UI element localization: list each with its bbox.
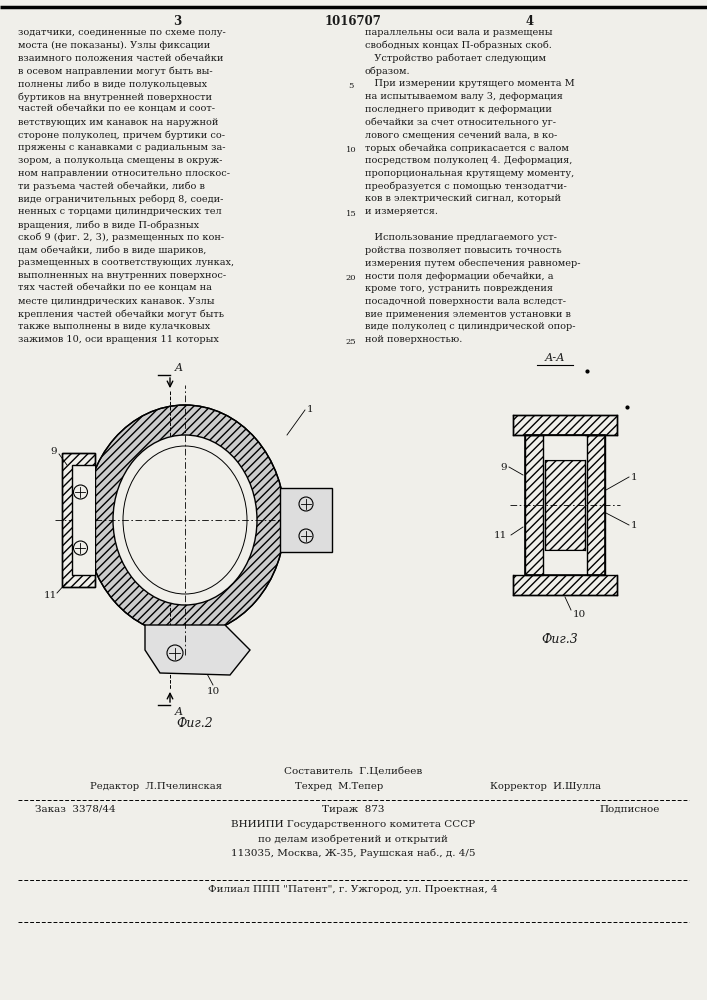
Text: Фиг.3: Фиг.3 <box>542 633 578 646</box>
Text: 15: 15 <box>346 210 356 218</box>
Text: 1: 1 <box>307 406 314 414</box>
Text: ков в электрический сигнал, который: ков в электрический сигнал, который <box>365 194 561 203</box>
Text: кроме того, устранить повреждения: кроме того, устранить повреждения <box>365 284 553 293</box>
Text: Составитель  Г.Целибеев: Составитель Г.Целибеев <box>284 768 422 777</box>
Text: 11: 11 <box>493 530 507 540</box>
Text: посадочной поверхности вала вследст-: посадочной поверхности вала вследст- <box>365 297 566 306</box>
Text: образом.: образом. <box>365 66 411 76</box>
Text: Устройство работает следующим: Устройство работает следующим <box>365 54 546 63</box>
Text: и измеряется.: и измеряется. <box>365 207 438 216</box>
Text: 1016707: 1016707 <box>325 15 382 28</box>
Ellipse shape <box>85 405 285 635</box>
Text: Тираж  873: Тираж 873 <box>322 805 384 814</box>
Text: зодатчики, соединенные по схеме полу-: зодатчики, соединенные по схеме полу- <box>18 28 226 37</box>
Text: виде полуколец с цилиндрической опор-: виде полуколец с цилиндрической опор- <box>365 322 575 331</box>
Ellipse shape <box>113 435 257 605</box>
Text: A: A <box>175 363 183 373</box>
Text: Заказ  3378/44: Заказ 3378/44 <box>35 805 116 814</box>
Text: 25: 25 <box>346 338 356 346</box>
Text: пропорциональная крутящему моменту,: пропорциональная крутящему моменту, <box>365 169 574 178</box>
Text: последнего приводит к деформации: последнего приводит к деформации <box>365 105 552 114</box>
Text: моста (не показаны). Узлы фиксации: моста (не показаны). Узлы фиксации <box>18 41 210 50</box>
Text: частей обечайки по ее концам и соот-: частей обечайки по ее концам и соот- <box>18 105 215 114</box>
Text: свободных концах П-образных скоб.: свободных концах П-образных скоб. <box>365 41 552 50</box>
Text: 1: 1 <box>631 473 638 482</box>
Text: 4: 4 <box>526 15 534 28</box>
Text: взаимного положения частей обечайки: взаимного положения частей обечайки <box>18 54 223 63</box>
Text: 11: 11 <box>44 590 57 599</box>
Text: вие применения элементов установки в: вие применения элементов установки в <box>365 310 571 319</box>
Bar <box>525 435 605 575</box>
Polygon shape <box>145 625 250 675</box>
Text: 10: 10 <box>206 687 220 696</box>
Text: Техред  М.Тепер: Техред М.Тепер <box>295 782 383 791</box>
Text: Фиг.2: Фиг.2 <box>177 717 214 730</box>
Text: А-А: А-А <box>545 353 566 363</box>
Text: зором, а полукольца смещены в окруж-: зором, а полукольца смещены в окруж- <box>18 156 223 165</box>
Text: ройства позволяет повысить точность: ройства позволяет повысить точность <box>365 246 561 255</box>
Polygon shape <box>72 465 95 575</box>
Text: ненных с торцами цилиндрических тел: ненных с торцами цилиндрических тел <box>18 207 221 216</box>
Text: стороне полуколец, причем буртики со-: стороне полуколец, причем буртики со- <box>18 130 225 140</box>
Text: также выполнены в виде кулачковых: также выполнены в виде кулачковых <box>18 322 210 331</box>
Text: лового смещения сечений вала, в ко-: лового смещения сечений вала, в ко- <box>365 130 557 139</box>
Text: Филиал ППП "Патент", г. Ужгород, ул. Проектная, 4: Филиал ППП "Патент", г. Ужгород, ул. Про… <box>208 885 498 894</box>
Text: ти разъема частей обечайки, либо в: ти разъема частей обечайки, либо в <box>18 182 205 191</box>
Text: 5: 5 <box>349 82 354 90</box>
Text: ветствующих им канавок на наружной: ветствующих им канавок на наружной <box>18 118 218 127</box>
Text: 20: 20 <box>346 274 356 282</box>
Text: выполненных на внутренних поверхнос-: выполненных на внутренних поверхнос- <box>18 271 226 280</box>
Text: Подписное: Подписное <box>600 805 660 814</box>
Text: посредством полуколец 4. Деформация,: посредством полуколец 4. Деформация, <box>365 156 573 165</box>
Text: обечайки за счет относительного уг-: обечайки за счет относительного уг- <box>365 118 556 127</box>
Text: ности поля деформации обечайки, а: ности поля деформации обечайки, а <box>365 271 554 281</box>
Text: вращения, либо в виде П-образных: вращения, либо в виде П-образных <box>18 220 199 230</box>
Polygon shape <box>280 488 332 552</box>
Text: преобразуется с помощью тензодатчи-: преобразуется с помощью тензодатчи- <box>365 182 567 191</box>
Text: 9: 9 <box>50 448 57 456</box>
Text: буртиков на внутренней поверхности: буртиков на внутренней поверхности <box>18 92 212 102</box>
Text: При измерении крутящего момента М: При измерении крутящего момента М <box>365 79 575 88</box>
Text: 9: 9 <box>501 462 507 472</box>
Text: цам обечайки, либо в виде шариков,: цам обечайки, либо в виде шариков, <box>18 246 206 255</box>
Text: 10: 10 <box>346 146 356 154</box>
Text: ном направлении относительно плоскос-: ном направлении относительно плоскос- <box>18 169 230 178</box>
Text: ной поверхностью.: ной поверхностью. <box>365 335 462 344</box>
Text: Использование предлагаемого уст-: Использование предлагаемого уст- <box>365 233 557 242</box>
Polygon shape <box>545 550 585 575</box>
Text: виде ограничительных реборд 8, соеди-: виде ограничительных реборд 8, соеди- <box>18 194 223 204</box>
Text: 3: 3 <box>173 15 181 28</box>
Text: полнены либо в виде полукольцевых: полнены либо в виде полукольцевых <box>18 79 207 89</box>
Text: зажимов 10, оси вращения 11 которых: зажимов 10, оси вращения 11 которых <box>18 335 219 344</box>
Text: 1: 1 <box>631 520 638 530</box>
Text: 10: 10 <box>573 610 586 619</box>
Text: Корректор  И.Шулла: Корректор И.Шулла <box>490 782 601 791</box>
Text: тях частей обечайки по ее концам на: тях частей обечайки по ее концам на <box>18 284 212 293</box>
Text: крепления частей обечайки могут быть: крепления частей обечайки могут быть <box>18 310 224 319</box>
Text: A: A <box>175 707 183 717</box>
Text: скоб 9 (фиг. 2, 3), размещенных по кон-: скоб 9 (фиг. 2, 3), размещенных по кон- <box>18 233 224 242</box>
Text: Редактор  Л.Пчелинская: Редактор Л.Пчелинская <box>90 782 222 791</box>
Text: размещенных в соответствующих лунках,: размещенных в соответствующих лунках, <box>18 258 234 267</box>
Text: в осевом направлении могут быть вы-: в осевом направлении могут быть вы- <box>18 66 213 76</box>
Text: месте цилиндрических канавок. Узлы: месте цилиндрических канавок. Узлы <box>18 297 214 306</box>
Text: ВНИИПИ Государственного комитета СССР: ВНИИПИ Государственного комитета СССР <box>231 820 475 829</box>
Text: на испытываемом валу 3, деформация: на испытываемом валу 3, деформация <box>365 92 563 101</box>
Text: пряжены с канавками с радиальным за-: пряжены с канавками с радиальным за- <box>18 143 226 152</box>
Text: по делам изобретений и открытий: по делам изобретений и открытий <box>258 834 448 844</box>
Text: торых обечайка соприкасается с валом: торых обечайка соприкасается с валом <box>365 143 569 153</box>
Text: параллельны оси вала и размещены: параллельны оси вала и размещены <box>365 28 552 37</box>
Text: измерения путем обеспечения равномер-: измерения путем обеспечения равномер- <box>365 258 580 268</box>
Text: 113035, Москва, Ж-35, Раушская наб., д. 4/5: 113035, Москва, Ж-35, Раушская наб., д. … <box>230 848 475 857</box>
Polygon shape <box>545 435 585 460</box>
